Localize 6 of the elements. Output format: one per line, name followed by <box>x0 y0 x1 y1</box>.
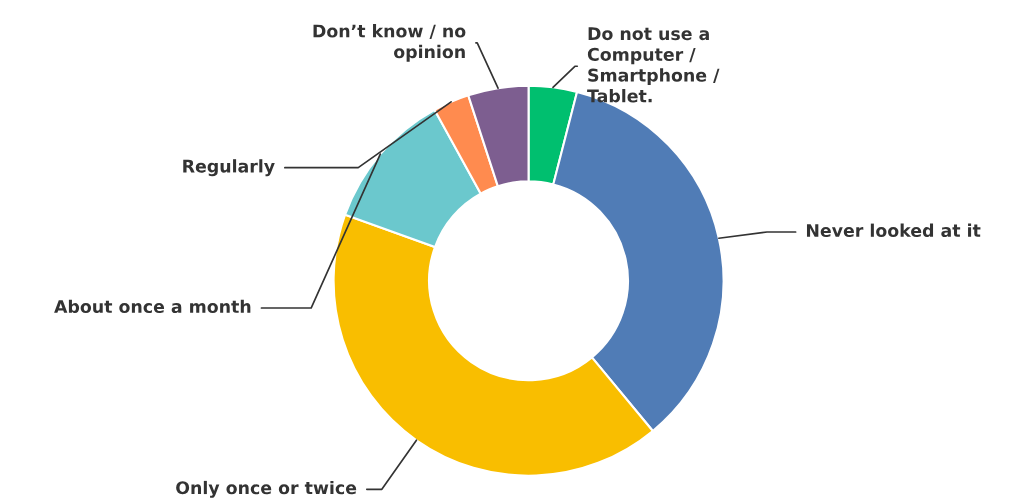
slice-label: Only once or twice <box>176 480 357 498</box>
slice-label: Do not use a Computer / Smartphone / Tablet. <box>587 27 720 103</box>
slice-label: Never looked at it <box>806 223 981 238</box>
slice-label: Regularly <box>183 159 275 177</box>
slice-label: Don’t know / no opinion <box>313 24 466 62</box>
slice-label: About once a month <box>54 299 251 314</box>
